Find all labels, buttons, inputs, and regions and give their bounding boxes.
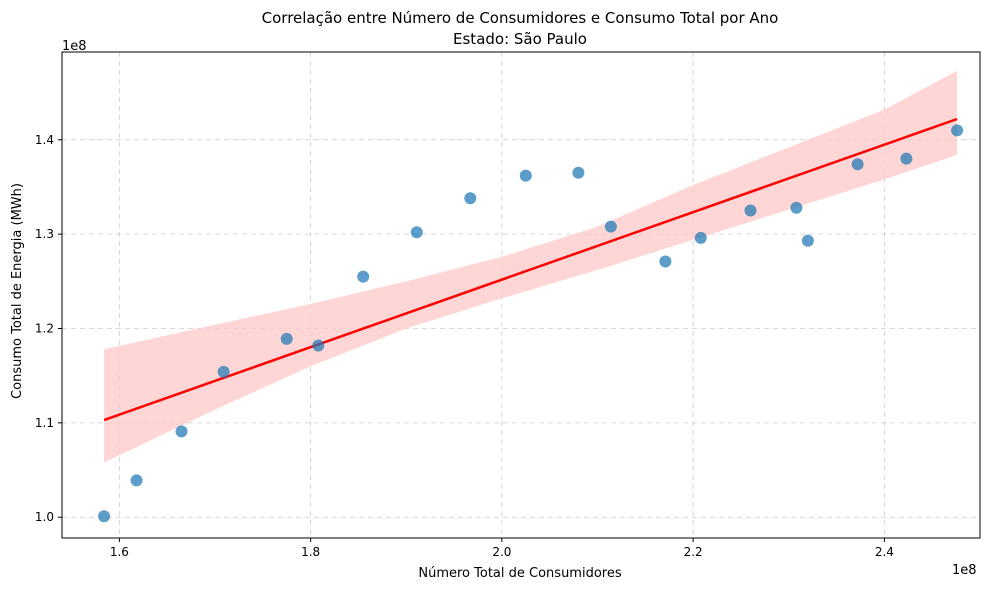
data-points — [98, 124, 964, 523]
y-tick-label: 1.3 — [35, 227, 54, 241]
data-point — [464, 192, 477, 205]
confidence-band — [104, 70, 958, 463]
x-tick-label: 1.8 — [301, 545, 320, 559]
x-axis-ticks: 1.6 1.8 2.0 2.2 2.4 — [110, 538, 894, 559]
x-tick-label: 2.4 — [875, 545, 894, 559]
data-point — [572, 166, 585, 179]
chart-title: Correlação entre Número de Consumidores … — [262, 9, 779, 27]
data-point — [801, 234, 814, 247]
data-point — [280, 332, 293, 345]
x-tick-label: 2.2 — [684, 545, 703, 559]
grid-lines — [62, 52, 980, 538]
data-point — [900, 152, 913, 165]
data-point — [217, 365, 230, 378]
data-point — [312, 339, 325, 352]
data-point — [357, 270, 370, 283]
regression-line — [103, 117, 958, 422]
y-tick-label: 1.4 — [35, 133, 54, 147]
x-axis-offset-label: 1e8 — [952, 563, 977, 578]
y-axis-label: Consumo Total de Energia (MWh) — [10, 183, 25, 399]
data-point — [410, 226, 423, 239]
data-point — [851, 158, 864, 171]
y-tick-label: 1.1 — [35, 416, 54, 430]
data-point — [130, 474, 143, 487]
data-point — [98, 510, 111, 523]
data-point — [790, 201, 803, 214]
y-tick-label: 1.0 — [35, 510, 54, 524]
data-point — [951, 124, 964, 137]
x-axis-label: Número Total de Consumidores — [418, 566, 621, 581]
data-point — [694, 231, 707, 244]
y-axis-ticks: 1.0 1.1 1.2 1.3 1.4 — [35, 133, 62, 524]
data-point — [659, 255, 672, 268]
data-point — [744, 204, 757, 217]
y-tick-label: 1.2 — [35, 322, 54, 336]
x-tick-label: 2.0 — [492, 545, 511, 559]
plot-area-frame — [61, 51, 981, 539]
chart-subtitle: Estado: São Paulo — [453, 30, 587, 48]
x-tick-label: 1.6 — [110, 545, 129, 559]
data-point — [519, 169, 532, 182]
data-point — [175, 425, 188, 438]
data-point — [604, 220, 617, 233]
y-axis-offset-label: 1e8 — [62, 39, 87, 54]
